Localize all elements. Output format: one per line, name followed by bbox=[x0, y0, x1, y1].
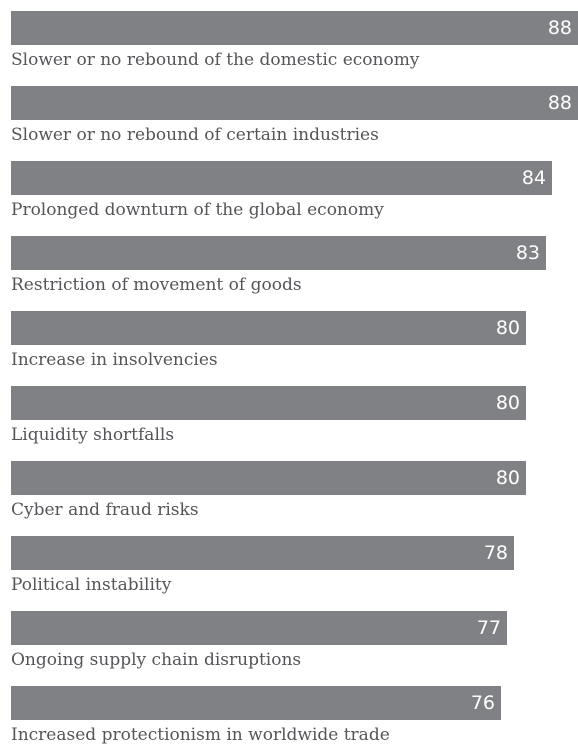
bar: 78 bbox=[11, 536, 514, 570]
bar-value-label: 77 bbox=[476, 617, 501, 639]
bar-row: 83 Restriction of movement of goods bbox=[11, 236, 578, 302]
bar: 83 bbox=[11, 236, 546, 270]
bar-value-label: 80 bbox=[495, 317, 520, 339]
category-label: Slower or no rebound of the domestic eco… bbox=[11, 50, 420, 70]
bar-value-label: 78 bbox=[483, 542, 508, 564]
bar-row: 78 Political instability bbox=[11, 536, 578, 602]
bar-value-label: 88 bbox=[547, 17, 572, 39]
bar-row: 80 Increase in insolvencies bbox=[11, 311, 578, 377]
bar-row: 88 Slower or no rebound of the domestic e… bbox=[11, 11, 578, 77]
bar-row: 76 Increased protectionism in worldwide t… bbox=[11, 686, 578, 752]
bar-value-label: 76 bbox=[470, 692, 495, 714]
category-label: Cyber and fraud risks bbox=[11, 500, 199, 520]
bar: 84 bbox=[11, 161, 552, 195]
bar-value-label: 80 bbox=[495, 392, 520, 414]
bar: 88 bbox=[11, 86, 578, 120]
category-label: Slower or no rebound of certain industri… bbox=[11, 125, 379, 145]
category-label: Ongoing supply chain disruptions bbox=[11, 650, 302, 670]
category-label: Political instability bbox=[11, 575, 172, 595]
bar: 77 bbox=[11, 611, 507, 645]
bar: 80 bbox=[11, 311, 526, 345]
category-label: Restriction of movement of goods bbox=[11, 275, 302, 295]
bar-value-label: 84 bbox=[521, 167, 546, 189]
category-label: Increased protectionism in worldwide tra… bbox=[11, 725, 390, 745]
category-label: Prolonged downturn of the global economy bbox=[11, 200, 384, 220]
bar-row: 80 Liquidity shortfalls bbox=[11, 386, 578, 452]
bar: 80 bbox=[11, 386, 526, 420]
category-label: Increase in insolvencies bbox=[11, 350, 218, 370]
bar-row: 84 Prolonged downturn of the global econo… bbox=[11, 161, 578, 227]
bar-value-label: 80 bbox=[495, 467, 520, 489]
bar-row: 80 Cyber and fraud risks bbox=[11, 461, 578, 527]
bar-value-label: 88 bbox=[547, 92, 572, 114]
bar-row: 77 Ongoing supply chain disruptions bbox=[11, 611, 578, 677]
bar-value-label: 83 bbox=[515, 242, 540, 264]
bar-row: 88 Slower or no rebound of certain indust… bbox=[11, 86, 578, 152]
bar: 76 bbox=[11, 686, 501, 720]
bar: 88 bbox=[11, 11, 578, 45]
bar: 80 bbox=[11, 461, 526, 495]
category-label: Liquidity shortfalls bbox=[11, 425, 175, 445]
